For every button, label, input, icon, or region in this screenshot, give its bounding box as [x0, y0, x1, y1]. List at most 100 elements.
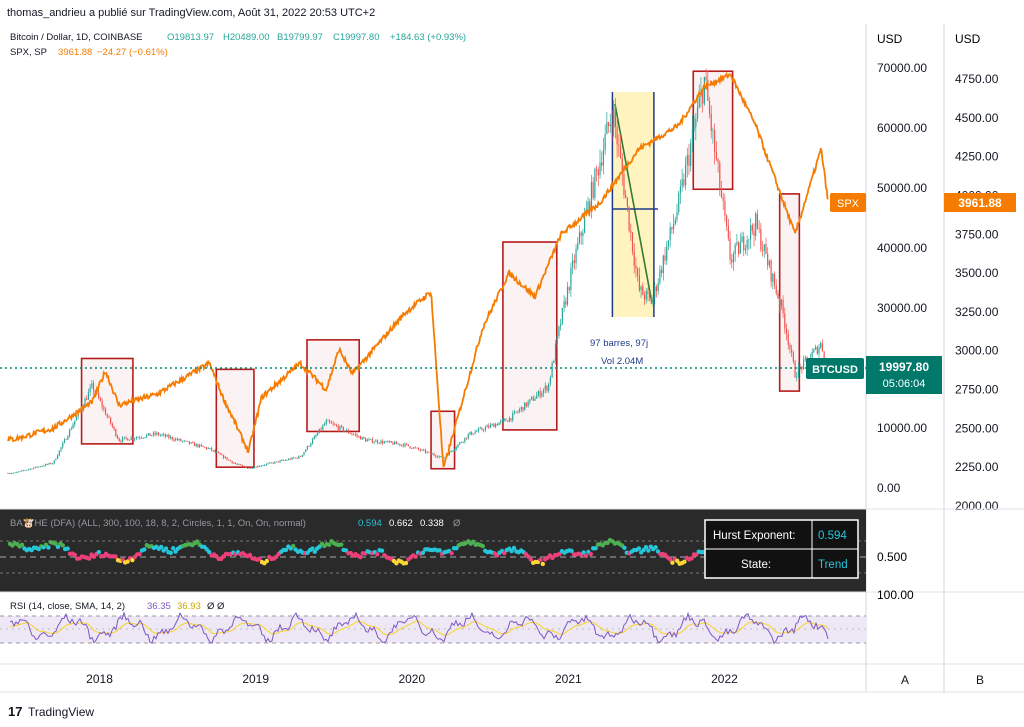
btc-candle: [262, 465, 264, 467]
btc-candle: [568, 287, 570, 291]
btc-candle: [459, 442, 461, 445]
btc-candle: [414, 447, 416, 449]
btc-candle: [527, 401, 529, 407]
btc-candle: [803, 359, 805, 370]
btc-candle: [303, 452, 305, 455]
scale-button-b[interactable]: B: [976, 673, 984, 687]
hurst-table-label1: Hurst Exponent:: [713, 530, 795, 542]
btc-candle: [737, 242, 740, 254]
btc-candle: [561, 307, 563, 325]
tradingview-logo[interactable]: 17 TradingView: [8, 704, 94, 719]
btc-candle: [289, 458, 291, 460]
btc-candle: [217, 452, 220, 454]
btc-candle: [219, 453, 221, 455]
hurst-dot: [159, 544, 164, 550]
btc-candle: [234, 463, 237, 464]
hurst-dot: [247, 552, 253, 558]
hurst-axis-label: 0.500: [877, 550, 907, 564]
time-axis-label: 2020: [398, 672, 425, 686]
btc-candle: [353, 434, 355, 436]
btc-candle: [359, 436, 362, 440]
scale-buttons: A B: [901, 673, 984, 687]
btc-candle: [674, 219, 676, 225]
btc-candle: [638, 275, 640, 291]
btc-candle: [181, 440, 184, 442]
btc-candle: [103, 407, 105, 409]
btc-candle: [226, 457, 228, 460]
spx-price-axis[interactable]: 4750.004500.004250.004000.003750.003500.…: [955, 72, 999, 513]
btc-candle: [491, 424, 493, 425]
btc-candle: [515, 411, 517, 413]
spx-axis-tick: 3750.00: [955, 227, 999, 241]
volume-annotation: Vol 2.04M: [601, 356, 643, 367]
btc-candle: [500, 420, 502, 423]
btc-candle: [399, 443, 401, 446]
spx-price-tag[interactable]: SPX 3961.88: [830, 193, 1016, 212]
btc-price-axis[interactable]: 70000.00 60000.00 50000.00 40000.00 30000.00…: [877, 61, 927, 495]
btc-candle: [178, 438, 180, 441]
hurst-dot: [636, 546, 641, 551]
hurst-dot: [168, 550, 173, 555]
rsi-legend-name: RSI (14, close, SMA, 14, 2): [10, 601, 125, 612]
btc-candle: [438, 456, 440, 458]
btc-candle: [768, 260, 770, 266]
btc-candle: [27, 469, 30, 471]
btc-candle: [183, 440, 185, 442]
btc-axis-tick: 70000.00: [877, 61, 927, 75]
btc-candle: [344, 430, 346, 432]
btc-candle: [476, 431, 478, 432]
btc-candle: [607, 122, 610, 127]
btc-candle: [453, 449, 456, 451]
btc-candle: [260, 465, 262, 467]
btc-candle: [248, 467, 250, 469]
btc-candle: [580, 232, 582, 236]
btc-candle: [696, 107, 699, 119]
btc-candle: [171, 436, 173, 440]
rsi-legend-v1: 36.35: [147, 601, 171, 612]
btc-candle: [193, 442, 196, 447]
btc-candle: [282, 460, 285, 461]
btc-candle: [98, 392, 100, 399]
btc-legend-high: H20489.00: [223, 32, 269, 43]
btc-legend-name: Bitcoin / Dollar, 1D, COINBASE: [10, 32, 143, 43]
btc-candle: [717, 159, 719, 163]
btc-legend[interactable]: Bitcoin / Dollar, 1D, COINBASE O19813.97…: [10, 32, 466, 43]
btc-candle: [291, 457, 293, 460]
btc-candle: [315, 435, 317, 437]
btc-candle: [703, 76, 705, 104]
btc-candle: [38, 466, 40, 468]
btc-candle: [708, 100, 711, 114]
hurst-dot: [646, 548, 651, 553]
spx-tag-label: SPX: [837, 198, 860, 210]
btc-candle: [339, 425, 341, 430]
hurst-dot: [583, 553, 589, 559]
btc-price-tag[interactable]: BTCUSD 19997.80 05:06:04: [806, 356, 942, 394]
btc-candle: [43, 465, 45, 467]
btc-candle: [371, 438, 374, 443]
btc-candle: [416, 447, 418, 449]
btc-candle: [212, 450, 214, 452]
btc-legend-close: C19997.80: [333, 32, 379, 43]
btc-candle: [549, 377, 551, 384]
time-axis[interactable]: 2018 2019 2020 2021 2022: [86, 672, 738, 686]
btc-candle: [402, 444, 404, 447]
btc-candle: [797, 366, 800, 377]
hurst-legend[interactable]: BA🐮HE (DFA) (ALL, 300, 100, 18, 8, 2, Ci…: [10, 517, 461, 529]
btc-candle: [671, 227, 673, 230]
btc-candle: [299, 456, 302, 457]
btc-candle: [274, 461, 276, 464]
hurst-dot: [87, 556, 92, 561]
btc-candle: [462, 441, 464, 443]
btc-candle: [168, 434, 170, 439]
btc-candle: [164, 434, 167, 437]
btc-candle: [816, 346, 818, 354]
btc-candle: [705, 76, 707, 81]
rsi-legend[interactable]: RSI (14, close, SMA, 14, 2) 36.35 36.93 …: [10, 601, 225, 612]
btc-candle: [584, 215, 586, 233]
scale-button-a[interactable]: A: [901, 673, 909, 687]
spx-legend[interactable]: SPX, SP 3961.88 −24.27 (−0.61%): [10, 47, 168, 58]
btc-candle: [409, 446, 411, 449]
hurst-dot: [264, 558, 269, 564]
down-trend-arrow: [614, 103, 653, 303]
btc-candle: [577, 242, 579, 250]
